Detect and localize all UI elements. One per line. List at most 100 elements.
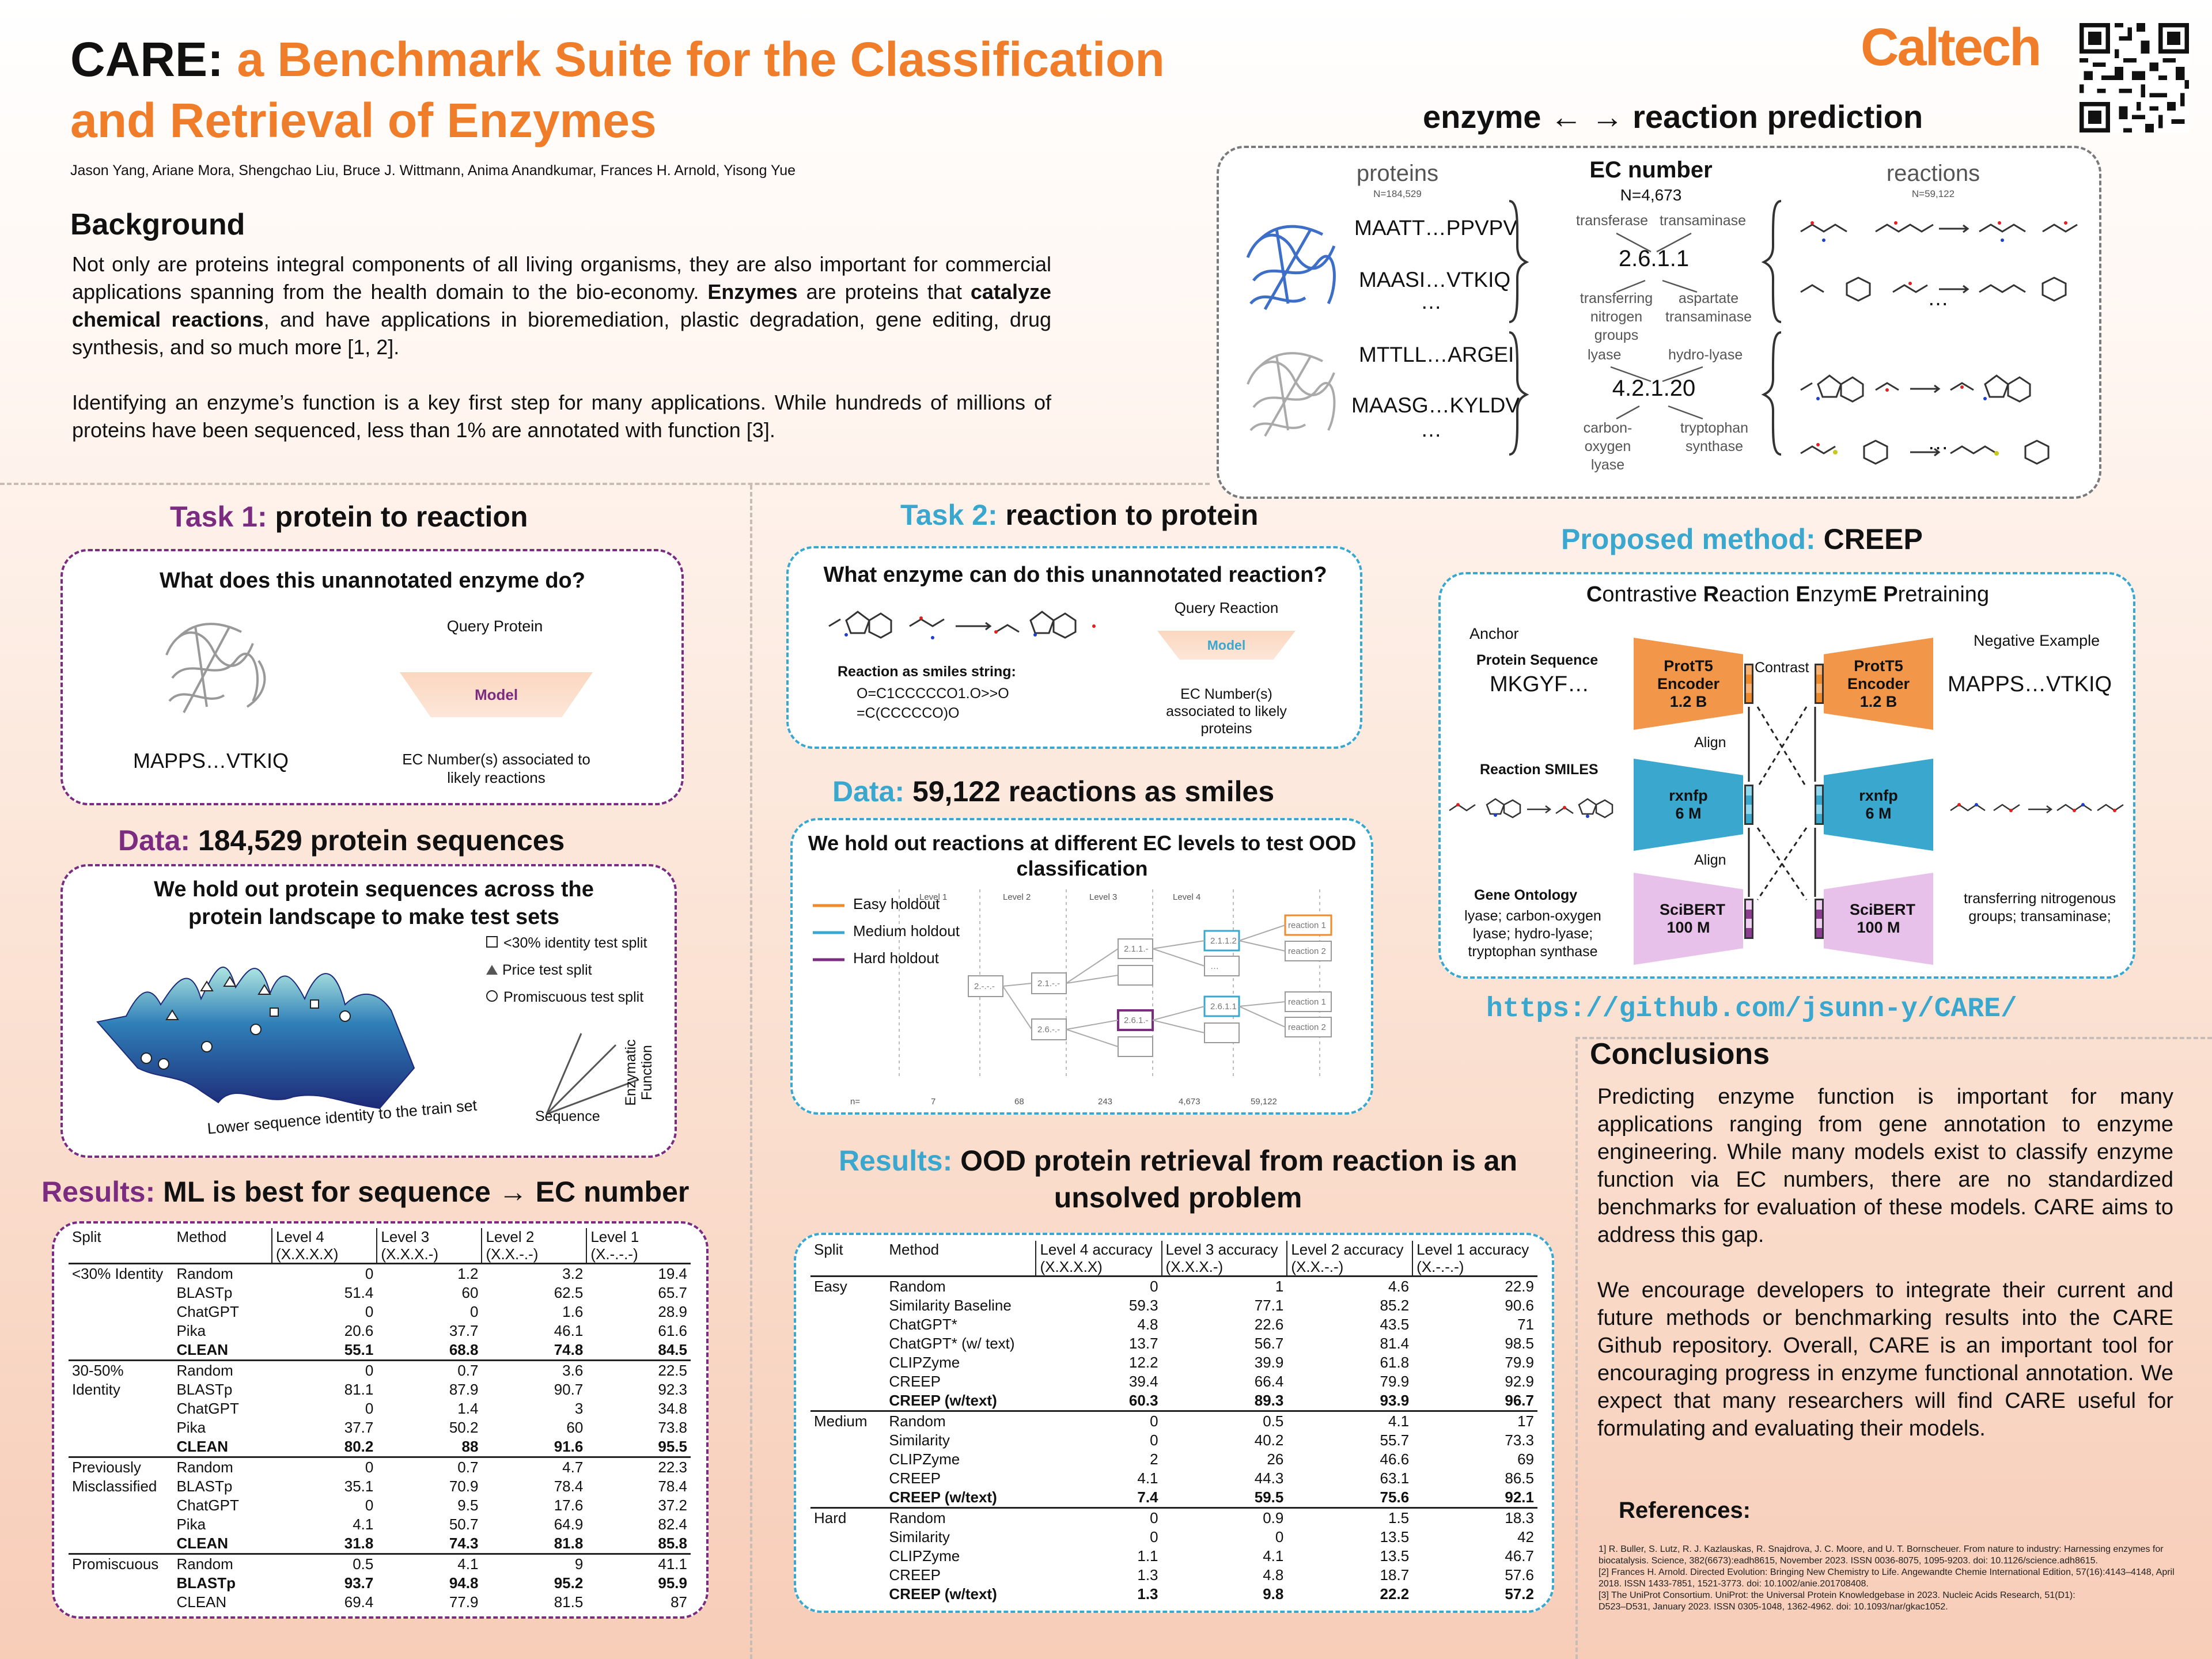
negative-seq: MAPPS…VTKIQ	[1948, 672, 2112, 696]
value-cell: 87	[671, 1593, 687, 1611]
value-cell: 9.8	[1263, 1585, 1284, 1603]
table-row: CLIPZyme 12.2 39.9 61.8 79.9	[810, 1353, 1537, 1372]
value-cell: 0	[1150, 1278, 1158, 1295]
value-cell: 42	[1517, 1528, 1534, 1546]
value-cell: 81.1	[344, 1381, 374, 1398]
protein-seq-label: Protein Sequence	[1476, 652, 1599, 668]
method-cell: Random	[173, 1456, 272, 1477]
value-cell: 0	[365, 1497, 374, 1514]
task1-output: EC Number(s) associated to likely reacti…	[402, 751, 590, 786]
value-cell: 0	[272, 1456, 377, 1477]
value-cell: 31.8	[344, 1535, 374, 1552]
value-cell: 22.9	[1505, 1278, 1534, 1295]
data2-panel: We hold out reactions at different EC le…	[790, 818, 1373, 1115]
value-cell: 34.8	[658, 1400, 687, 1417]
value-cell: 77.1	[1254, 1297, 1284, 1314]
node-reaction-2b: reaction 2	[1288, 1022, 1326, 1032]
anchor-rxnfp-encoder: rxnfp 6 M	[1634, 759, 1743, 851]
negative-label: Negative Example	[1974, 632, 2100, 649]
table-row: Similarity Baseline 59.3 77.1 85.2 90.6	[810, 1296, 1537, 1315]
table-row: CLIPZyme 1.1 4.1 13.5 46.7	[810, 1547, 1537, 1566]
value-cell: 0	[365, 1265, 374, 1282]
level-1: Level 1	[919, 892, 948, 902]
overview-reactions-n: N=59,122	[1911, 188, 1955, 199]
references-heading: References:	[1619, 1498, 1751, 1523]
table-row: CREEP (w/text) 1.3 9.8 22.2 57.2	[810, 1585, 1537, 1604]
legend-promiscuous: Promiscuous test split	[486, 984, 647, 1011]
value-cell: 0.5	[272, 1553, 377, 1574]
column-header: Split	[69, 1228, 173, 1264]
seq-3: MTTLL…ARGEI	[1359, 343, 1514, 366]
method-cell: Similarity Baseline	[889, 1297, 1012, 1314]
value-cell: 88	[461, 1438, 479, 1455]
value-cell: 20.6	[344, 1322, 374, 1339]
conclusions-text: Predicting enzyme function is important …	[1597, 1085, 2173, 1441]
value-cell: 85.8	[658, 1535, 687, 1552]
value-cell: 41.1	[586, 1553, 691, 1574]
column-header: Level 2 accuracy (X.X.-.-)	[1286, 1241, 1413, 1277]
value-cell: 71	[1517, 1316, 1534, 1333]
title-line2: and Retrieval of Enzymes	[70, 93, 657, 147]
axis-function: Enzymatic Function	[623, 1039, 655, 1106]
method-cell: Random	[889, 1278, 946, 1295]
results2-panel: Split Method Level 4 accuracy (X.X.X.X) Lev…	[794, 1233, 1554, 1613]
split-cell: <30% Identity	[72, 1265, 164, 1282]
level-4: Level 4	[1173, 892, 1201, 902]
table-row: Easy Random 0 1 4.6 22.9	[810, 1277, 1537, 1297]
anchor-reaction	[1449, 798, 1613, 819]
value-cell: 19.4	[658, 1265, 687, 1282]
value-cell: 0	[365, 1400, 374, 1417]
node-2-1-1: 2.1.1.-	[1124, 944, 1149, 954]
value-cell: 78.4	[554, 1478, 584, 1495]
value-cell: 57.2	[1505, 1585, 1534, 1603]
method-cell: Random	[885, 1410, 1036, 1431]
method-cell: CREEP	[889, 1469, 941, 1487]
value-cell: 96.7	[1505, 1392, 1534, 1409]
method-cell: CLIPZyme	[889, 1547, 960, 1565]
value-cell: 37.7	[449, 1322, 479, 1339]
value-cell: 40.2	[1254, 1431, 1284, 1449]
value-cell: 1.4	[457, 1400, 479, 1417]
column-header: Level 4 (X.X.X.X)	[271, 1228, 377, 1264]
value-cell: 1.6	[562, 1303, 584, 1320]
count-5: 59,122	[1251, 1097, 1277, 1107]
legend-easy: Easy holdout	[853, 895, 940, 912]
table-row: Similarity 0 40.2 55.7 73.3	[810, 1431, 1537, 1450]
qr-code[interactable]	[2080, 23, 2189, 132]
split-cell: Previously Misclassified	[69, 1456, 173, 1554]
node-2-6: 2.6.-.-	[1037, 1025, 1060, 1035]
value-cell: 68.8	[449, 1341, 479, 1358]
task1-protein-icon	[165, 623, 266, 713]
method-cell: Pika	[176, 1419, 206, 1436]
value-cell: 9.5	[457, 1497, 479, 1514]
value-cell: 56.7	[1254, 1335, 1284, 1352]
value-cell: 2	[1150, 1450, 1158, 1468]
split-cell: Promiscuous	[69, 1553, 173, 1612]
table-row: CREEP 39.4 66.4 79.9 92.9	[810, 1372, 1537, 1391]
overview-proteins-n: N=184,529	[1373, 188, 1422, 199]
method-cell: Random	[173, 1553, 272, 1574]
anchor-token-rxn	[1744, 785, 1753, 825]
table-row: BLASTp 81.1 87.9 90.7 92.3	[69, 1380, 691, 1399]
negative-token-rxn	[1815, 785, 1824, 825]
value-cell: 86.5	[1505, 1469, 1534, 1487]
task2-panel: What enzyme can do this unannotated reac…	[786, 546, 1362, 749]
legend-identity: <30% identity test split	[486, 930, 647, 957]
github-link[interactable]: https://github.com/jsunn-y/CARE/	[1486, 994, 2017, 1025]
legend-price: Price test split	[486, 957, 647, 984]
references-list: 1] R. Buller, S. Lutz, R. J. Kazlauskas,…	[1599, 1544, 2175, 1612]
value-cell: 65.7	[658, 1284, 687, 1301]
count-3: 243	[1098, 1097, 1113, 1107]
overview-reactions: reactions	[1886, 161, 1980, 186]
results1-header: Split Method Level 4 (X.X.X.X) Level 3 (X.X…	[69, 1228, 691, 1264]
results1-title: Results: ML is best for sequence → EC nu…	[41, 1176, 690, 1208]
value-cell: 0	[365, 1303, 374, 1320]
value-cell: 3	[574, 1400, 584, 1417]
overview-ec: EC number	[1589, 157, 1713, 183]
table-row: 30-50% Identity Random 0 0.7 3.6 22.5	[69, 1359, 691, 1457]
value-cell: 75.6	[1380, 1488, 1410, 1506]
task2-smiles-1: O=C1CCCCCO1.O>>O	[857, 685, 1009, 702]
level-3: Level 3	[1089, 892, 1118, 902]
value-cell: 92.3	[658, 1381, 687, 1398]
value-cell: 60.3	[1128, 1392, 1158, 1409]
